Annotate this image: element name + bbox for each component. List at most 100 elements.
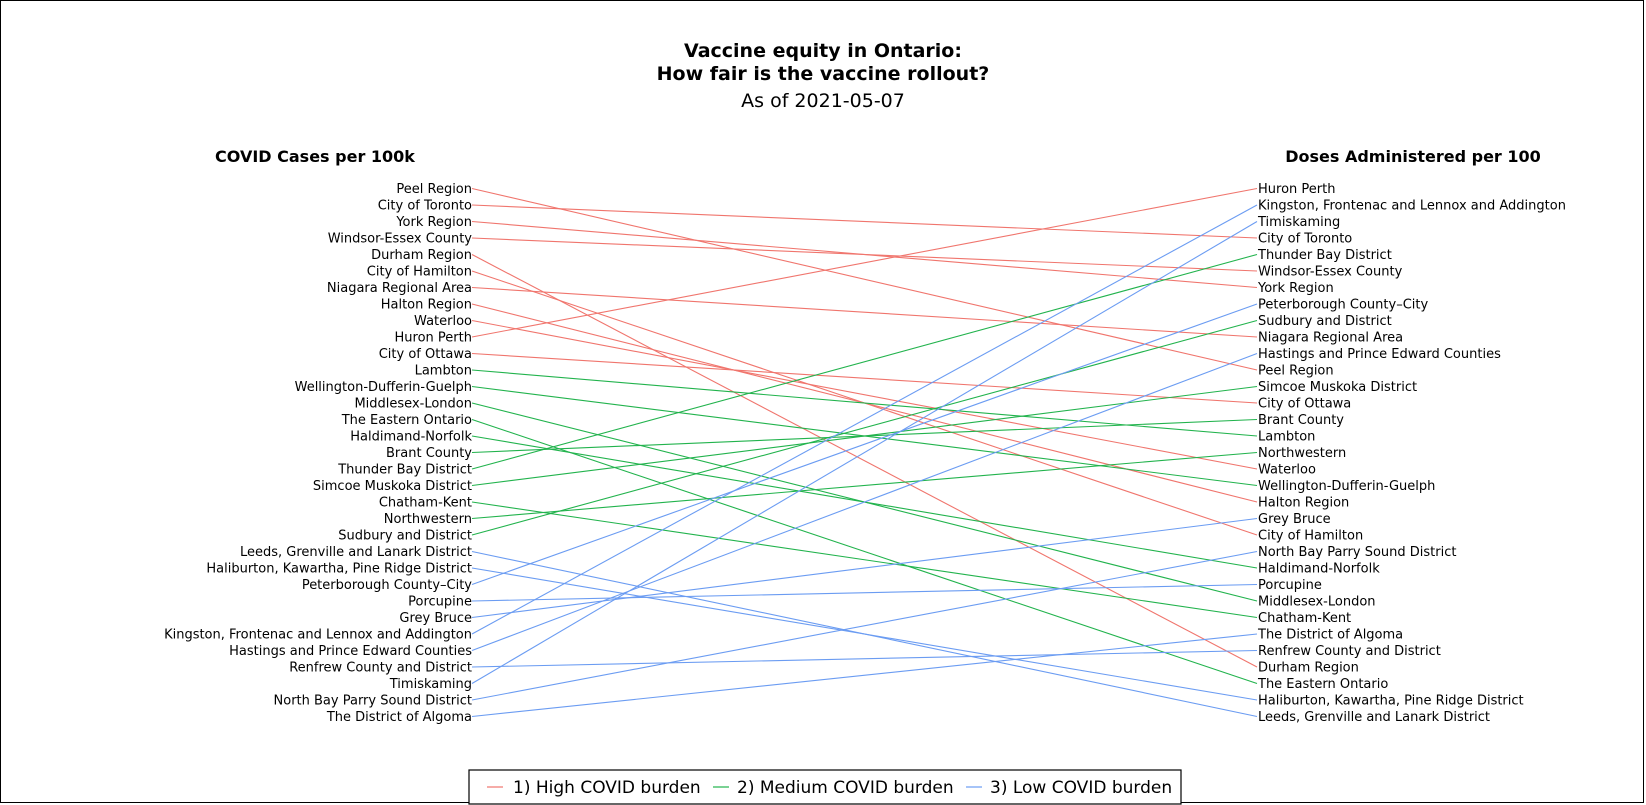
left-label-waterloo: Waterloo: [414, 314, 472, 329]
left-label-wellington-dufferin-guelph: Wellington-Dufferin-Guelph: [295, 380, 472, 395]
slope-line-northwestern: [471, 451, 1258, 520]
slope-line-timiskaming: [471, 221, 1258, 684]
right-label-peel-region: Peel Region: [1258, 364, 1334, 379]
slope-line-niagara-regional-area: [471, 286, 1258, 338]
right-label-haliburton-kawartha-pine-ridge-district: Haliburton, Kawartha, Pine Ridge Distric…: [1258, 694, 1524, 709]
left-label-kingston-frontenac-and-lennox-and-addington: Kingston, Frontenac and Lennox and Addin…: [164, 628, 472, 643]
right-label-timiskaming: Timiskaming: [1257, 215, 1340, 230]
slope-line-peterborough-county-city: [471, 303, 1258, 586]
left-label-york-region: York Region: [395, 215, 472, 230]
right-label-simcoe-muskoka-district: Simcoe Muskoka District: [1258, 380, 1417, 395]
right-label-porcupine: Porcupine: [1258, 578, 1322, 593]
slope-line-city-of-ottawa: [471, 352, 1258, 404]
left-label-lambton: Lambton: [415, 364, 472, 379]
right-label-thunder-bay-district: Thunder Bay District: [1257, 248, 1392, 263]
right-label-grey-bruce: Grey Bruce: [1258, 512, 1331, 527]
slope-line-peel-region: [471, 187, 1258, 371]
right-label-windsor-essex-county: Windsor-Essex County: [1258, 265, 1403, 280]
left-label-northwestern: Northwestern: [384, 512, 472, 527]
right-column-header: Doses Administered per 100: [1285, 147, 1541, 166]
right-label-the-eastern-ontario: The Eastern Ontario: [1257, 677, 1388, 692]
chart-title-line2: How fair is the vaccine rollout?: [657, 63, 990, 85]
right-label-north-bay-parry-sound-district: North Bay Parry Sound District: [1258, 545, 1456, 560]
left-label-haliburton-kawartha-pine-ridge-district: Haliburton, Kawartha, Pine Ridge Distric…: [206, 562, 472, 577]
right-label-sudbury-and-district: Sudbury and District: [1258, 314, 1392, 329]
slope-line-hastings-and-prince-edward-counties: [471, 352, 1258, 652]
slope-line-windsor-essex-county: [471, 237, 1258, 272]
right-label-northwestern: Northwestern: [1258, 446, 1346, 461]
chart-title-line1: Vaccine equity in Ontario:: [684, 40, 962, 62]
right-label-hastings-and-prince-edward-counties: Hastings and Prince Edward Counties: [1258, 347, 1501, 362]
slope-line-porcupine: [471, 583, 1258, 602]
slope-lines: [471, 187, 1258, 718]
right-label-huron-perth: Huron Perth: [1258, 182, 1335, 197]
right-label-halton-region: Halton Region: [1258, 496, 1349, 511]
legend: 1) High COVID burden 2) Medium COVID burd…: [468, 769, 1182, 805]
right-label-middlesex-london: Middlesex-London: [1258, 595, 1376, 610]
left-label-simcoe-muskoka-district: Simcoe Muskoka District: [313, 479, 472, 494]
slope-line-north-bay-parry-sound-district: [471, 550, 1258, 701]
right-label-city-of-ottawa: City of Ottawa: [1258, 397, 1351, 412]
left-label-windsor-essex-county: Windsor-Essex County: [328, 232, 473, 247]
left-column-header: COVID Cases per 100k: [215, 147, 415, 166]
right-label-chatham-kent: Chatham-Kent: [1258, 611, 1351, 626]
right-label-the-district-of-algoma: The District of Algoma: [1257, 628, 1403, 643]
slope-line-chatham-kent: [471, 501, 1258, 619]
slope-line-durham-region: [471, 254, 1258, 668]
right-label-renfrew-county-and-district: Renfrew County and District: [1258, 644, 1441, 659]
slope-line-lambton: [471, 369, 1258, 437]
left-label-city-of-ottawa: City of Ottawa: [379, 347, 472, 362]
left-label-brant-county: Brant County: [386, 446, 472, 461]
legend-box: [468, 769, 1182, 805]
left-label-peterborough-county-city: Peterborough County–City: [302, 578, 472, 593]
left-label-thunder-bay-district: Thunder Bay District: [337, 463, 472, 478]
right-labels: Huron Perth Kingston, Frontenac and Lenno…: [1257, 182, 1566, 725]
right-label-wellington-dufferin-guelph: Wellington-Dufferin-Guelph: [1258, 479, 1435, 494]
right-label-york-region: York Region: [1257, 281, 1334, 296]
right-label-durham-region: Durham Region: [1258, 661, 1359, 676]
right-label-city-of-toronto: City of Toronto: [1258, 232, 1352, 247]
slope-line-the-eastern-ontario: [471, 418, 1258, 685]
left-label-hastings-and-prince-edward-counties: Hastings and Prince Edward Counties: [229, 644, 472, 659]
left-label-city-of-toronto: City of Toronto: [378, 199, 472, 214]
left-label-haldimand-norfolk: Haldimand-Norfolk: [350, 430, 472, 445]
left-label-timiskaming: Timiskaming: [389, 677, 472, 692]
slope-line-thunder-bay-district: [471, 253, 1258, 470]
left-label-halton-region: Halton Region: [381, 298, 472, 313]
slope-line-city-of-toronto: [471, 204, 1258, 239]
left-label-huron-perth: Huron Perth: [395, 331, 472, 346]
slope-line-renfrew-county-and-district: [471, 649, 1258, 668]
left-label-middlesex-london: Middlesex-London: [354, 397, 472, 412]
left-label-leeds-grenville-and-lanark-district: Leeds, Grenville and Lanark District: [240, 545, 472, 560]
legend-label-medium: 2) Medium COVID burden: [737, 778, 954, 798]
slope-line-the-district-of-algoma: [471, 633, 1258, 718]
left-label-renfrew-county-and-district: Renfrew County and District: [289, 661, 472, 676]
chart-subtitle: As of 2021-05-07: [741, 90, 905, 112]
slope-line-kingston-frontenac-and-lennox-and-addington: [471, 204, 1258, 635]
left-label-the-district-of-algoma: The District of Algoma: [326, 710, 472, 725]
slope-line-huron-perth: [471, 187, 1258, 338]
slope-line-grey-bruce: [471, 517, 1258, 619]
right-label-city-of-hamilton: City of Hamilton: [1258, 529, 1363, 544]
left-label-grey-bruce: Grey Bruce: [399, 611, 472, 626]
left-label-porcupine: Porcupine: [408, 595, 472, 610]
right-label-kingston-frontenac-and-lennox-and-addington: Kingston, Frontenac and Lennox and Addin…: [1258, 199, 1566, 214]
left-label-north-bay-parry-sound-district: North Bay Parry Sound District: [274, 694, 472, 709]
slope-line-waterloo: [471, 319, 1258, 470]
left-label-peel-region: Peel Region: [396, 182, 472, 197]
slope-line-haliburton-kawartha-pine-ridge-district: [471, 567, 1258, 701]
left-label-city-of-hamilton: City of Hamilton: [367, 265, 472, 280]
right-label-leeds-grenville-and-lanark-district: Leeds, Grenville and Lanark District: [1258, 710, 1490, 725]
left-label-durham-region: Durham Region: [371, 248, 472, 263]
right-label-haldimand-norfolk: Haldimand-Norfolk: [1258, 562, 1380, 577]
left-label-sudbury-and-district: Sudbury and District: [338, 529, 472, 544]
right-label-niagara-regional-area: Niagara Regional Area: [1258, 331, 1403, 346]
slope-line-sudbury-and-district: [471, 319, 1258, 536]
left-label-niagara-regional-area: Niagara Regional Area: [327, 281, 472, 296]
left-label-chatham-kent: Chatham-Kent: [379, 496, 472, 511]
right-label-waterloo: Waterloo: [1258, 463, 1316, 478]
right-label-lambton: Lambton: [1258, 430, 1315, 445]
legend-label-high: 1) High COVID burden: [513, 778, 701, 798]
